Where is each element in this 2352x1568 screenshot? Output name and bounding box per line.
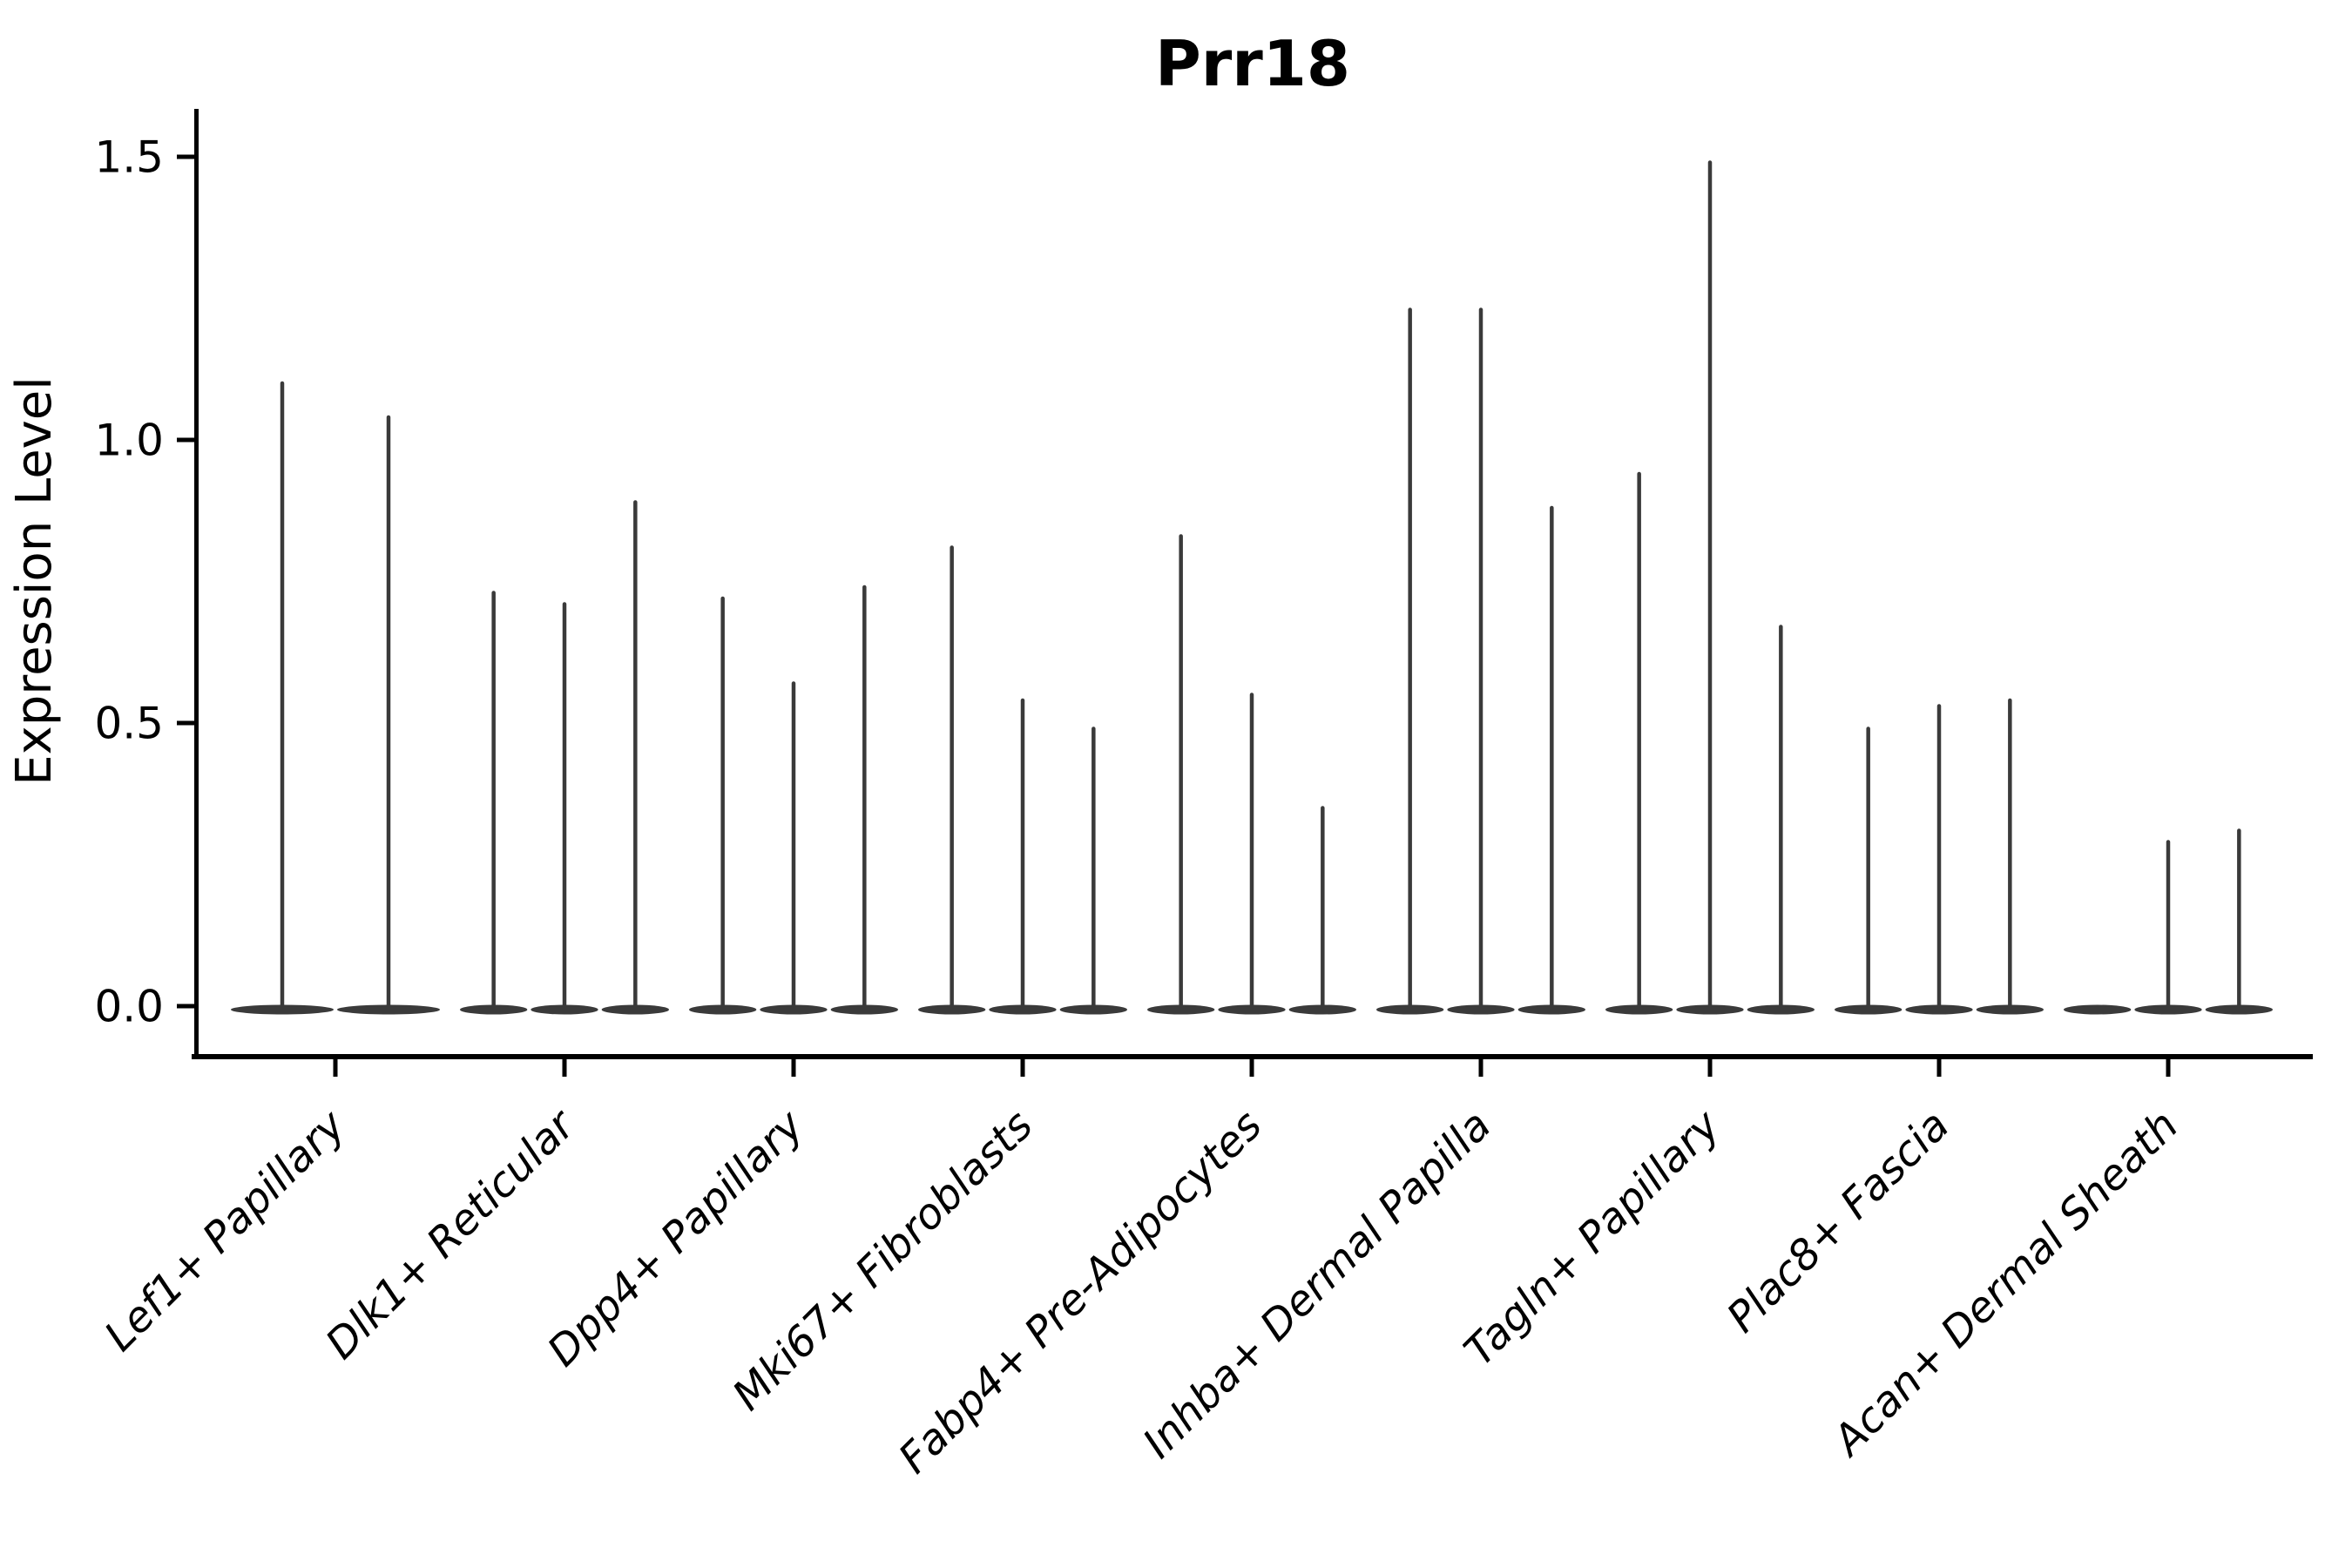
x-tick-label: Tagln+ Papillary bbox=[1455, 1100, 1730, 1375]
x-tick-label: Lef1+ Papillary bbox=[95, 1100, 355, 1361]
y-tick-mark bbox=[177, 1004, 196, 1009]
violin-base bbox=[2064, 1004, 2132, 1015]
x-tick-mark bbox=[2166, 1058, 2171, 1077]
x-tick-label: Dlk1+ Reticular bbox=[316, 1099, 586, 1369]
y-tick-mark bbox=[177, 437, 196, 443]
x-tick-label: Plac8+ Fascia bbox=[1718, 1101, 1959, 1342]
x-tick-mark bbox=[1249, 1058, 1254, 1077]
x-tick-mark bbox=[1707, 1058, 1713, 1077]
x-tick-label: Fabp4+ Pre-Adipocytes bbox=[889, 1101, 1272, 1484]
violin-series bbox=[231, 160, 2273, 1015]
x-tick-mark bbox=[562, 1058, 567, 1077]
y-tick-label: 0.0 bbox=[94, 982, 164, 1032]
x-tick-mark bbox=[791, 1058, 796, 1077]
x-tick-label: Dpp4+ Papillary bbox=[538, 1100, 814, 1375]
x-tick-mark bbox=[1936, 1058, 1942, 1077]
y-tick-label: 1.0 bbox=[94, 416, 164, 466]
y-tick-label: 1.5 bbox=[94, 132, 164, 183]
axes bbox=[192, 109, 2313, 1059]
y-tick-mark bbox=[177, 154, 196, 159]
x-tick-mark bbox=[1478, 1058, 1484, 1077]
y-axis-label: Expression Level bbox=[6, 376, 63, 786]
x-axis-spine bbox=[192, 1054, 2313, 1059]
y-axis-ticks: 0.0 0.5 1.0 1.5 bbox=[94, 132, 196, 1032]
y-tick-label: 0.5 bbox=[94, 699, 164, 749]
y-axis-spine bbox=[194, 109, 199, 1057]
x-tick-mark bbox=[1020, 1058, 1025, 1077]
chart-title: Prr18 bbox=[1155, 27, 1350, 100]
y-tick-mark bbox=[177, 720, 196, 726]
x-tick-mark bbox=[333, 1058, 338, 1077]
